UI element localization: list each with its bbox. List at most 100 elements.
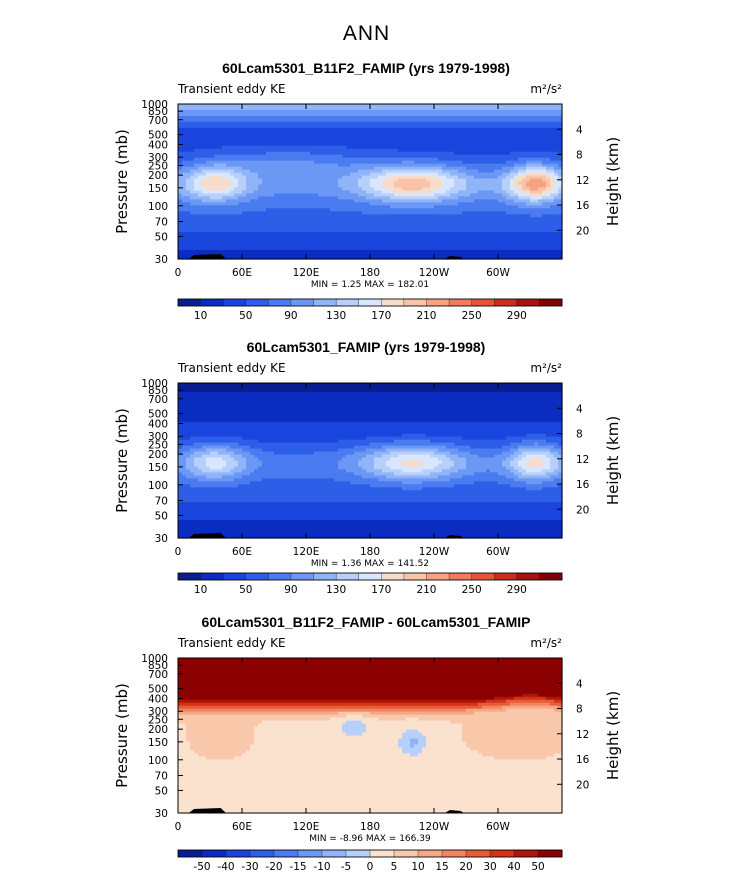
- heatmap-cell: [310, 106, 315, 111]
- heatmap-cell: [442, 229, 447, 233]
- heatmap-cell: [502, 115, 507, 120]
- heatmap-cell: [202, 247, 207, 251]
- heatmap-cell: [358, 104, 363, 108]
- heatmap-cell: [458, 133, 463, 138]
- heatmap-cell: [478, 235, 483, 239]
- heatmap-cell: [278, 148, 283, 153]
- heatmap-cell: [234, 139, 239, 144]
- heatmap-cell: [194, 220, 199, 224]
- heatmap-cell: [342, 250, 347, 254]
- heatmap-cell: [454, 118, 459, 123]
- heatmap-cell: [246, 109, 251, 114]
- heatmap-cell: [210, 118, 215, 123]
- heatmap-cell: [518, 217, 523, 221]
- heatmap-cell: [522, 178, 527, 183]
- heatmap-cell: [398, 229, 403, 233]
- heatmap-cell: [266, 184, 271, 189]
- heatmap-cell: [334, 166, 339, 171]
- heatmap-cell: [494, 127, 499, 132]
- heatmap-cell: [458, 157, 463, 162]
- heatmap-cell: [482, 208, 487, 212]
- heatmap-cell: [554, 106, 559, 111]
- heatmap-cell: [474, 139, 479, 144]
- heatmap-cell: [426, 223, 431, 227]
- heatmap-cell: [274, 226, 279, 230]
- heatmap-cell: [310, 118, 315, 123]
- heatmap-cell: [226, 112, 231, 117]
- heatmap-cell: [294, 202, 299, 206]
- heatmap-cell: [422, 104, 427, 108]
- heatmap-cell: [314, 139, 319, 144]
- heatmap-cell: [470, 145, 475, 150]
- heatmap-cell: [262, 139, 267, 144]
- heatmap-cell: [546, 205, 551, 209]
- heatmap-cell: [306, 226, 311, 230]
- heatmap-cell: [306, 106, 311, 111]
- heatmap-cell: [362, 145, 367, 150]
- heatmap-cell: [194, 106, 199, 111]
- heatmap-cell: [402, 238, 407, 242]
- heatmap-cell: [258, 106, 263, 111]
- heatmap-cell: [378, 244, 383, 248]
- heatmap-cell: [454, 133, 459, 138]
- heatmap-cell: [414, 112, 419, 117]
- heatmap-cell: [534, 127, 539, 132]
- heatmap-cell: [470, 136, 475, 141]
- heatmap-cell: [330, 130, 335, 135]
- heatmap-cell: [466, 157, 471, 162]
- heatmap-cell: [190, 223, 195, 227]
- heatmap-cell: [418, 190, 423, 195]
- heatmap-cell: [342, 169, 347, 174]
- heatmap-cell: [294, 253, 299, 257]
- heatmap-cell: [350, 187, 355, 192]
- heatmap-cell: [278, 256, 283, 260]
- heatmap-cell: [318, 139, 323, 144]
- heatmap-cell: [322, 118, 327, 123]
- heatmap-cell: [286, 238, 291, 242]
- heatmap-cell: [266, 148, 271, 153]
- heatmap-cell: [402, 217, 407, 221]
- heatmap-cell: [230, 178, 235, 183]
- heatmap-cell: [442, 142, 447, 147]
- heatmap-cell: [286, 178, 291, 183]
- heatmap-cell: [494, 160, 499, 165]
- heatmap-cell: [342, 109, 347, 114]
- heatmap-cell: [554, 196, 559, 200]
- heatmap-cell: [530, 253, 535, 257]
- heatmap-cell: [382, 247, 387, 251]
- heatmap-cell: [454, 232, 459, 236]
- heatmap-cell: [242, 130, 247, 135]
- heatmap-cell: [286, 181, 291, 186]
- heatmap-cell: [202, 250, 207, 254]
- heatmap-cell: [326, 223, 331, 227]
- heatmap-cell: [214, 205, 219, 209]
- heatmap-cell: [426, 145, 431, 150]
- heatmap-cell: [226, 106, 231, 111]
- heatmap-cell: [398, 154, 403, 159]
- heatmap-cell: [414, 118, 419, 123]
- heatmap-cell: [350, 139, 355, 144]
- heatmap-cell: [246, 115, 251, 120]
- heatmap-cell: [486, 193, 491, 197]
- heatmap-cell: [394, 232, 399, 236]
- heatmap-cell: [242, 163, 247, 168]
- heatmap-cell: [398, 184, 403, 189]
- heatmap-cell: [390, 178, 395, 183]
- heatmap-cell: [178, 118, 183, 123]
- heatmap-cell: [466, 244, 471, 248]
- heatmap-cell: [550, 163, 555, 168]
- heatmap-cell: [238, 124, 243, 129]
- heatmap-cell: [238, 190, 243, 195]
- heatmap-cell: [554, 127, 559, 132]
- heatmap-cell: [270, 160, 275, 165]
- heatmap-cell: [402, 115, 407, 120]
- heatmap-cell: [554, 166, 559, 171]
- heatmap-cell: [414, 169, 419, 174]
- heatmap-cell: [422, 229, 427, 233]
- heatmap-cell: [486, 199, 491, 203]
- heatmap-cell: [310, 220, 315, 224]
- heatmap-cell: [494, 172, 499, 177]
- heatmap-cell: [438, 133, 443, 138]
- heatmap-cell: [274, 220, 279, 224]
- heatmap-cell: [522, 163, 527, 168]
